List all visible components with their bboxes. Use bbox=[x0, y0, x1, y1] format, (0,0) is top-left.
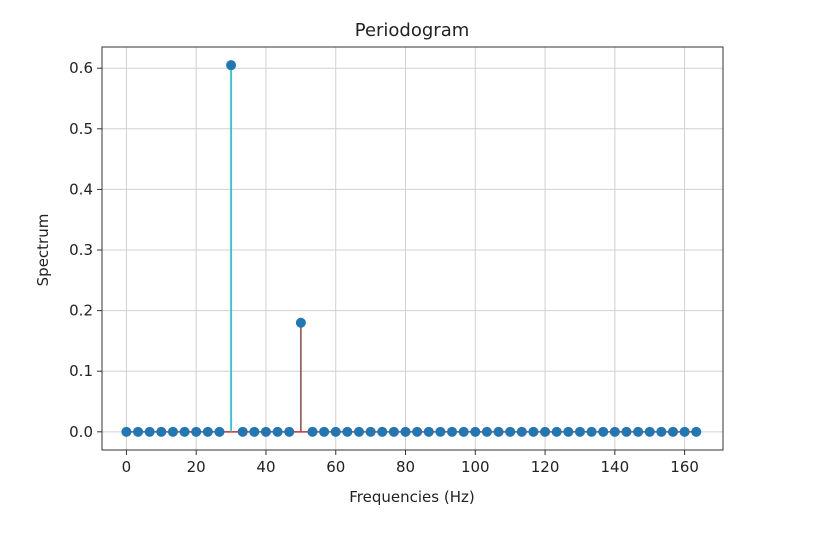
stem-marker bbox=[156, 426, 167, 437]
stem-marker bbox=[237, 426, 248, 437]
x-tick-label: 40 bbox=[256, 458, 275, 476]
x-tick-label: 60 bbox=[326, 458, 345, 476]
stem-marker bbox=[365, 426, 376, 437]
y-tick-label: 0.1 bbox=[69, 362, 93, 380]
stem-marker bbox=[354, 426, 365, 437]
stem-marker bbox=[319, 426, 330, 437]
stem-marker bbox=[226, 60, 237, 71]
stems-layer bbox=[230, 65, 302, 432]
stem-marker bbox=[144, 426, 155, 437]
grid-lines bbox=[102, 47, 723, 450]
stem-marker bbox=[528, 426, 539, 437]
x-tick-label: 80 bbox=[396, 458, 415, 476]
stem-marker bbox=[412, 426, 423, 437]
y-tick-label: 0.5 bbox=[69, 120, 93, 138]
stem-marker bbox=[644, 426, 655, 437]
stem-marker bbox=[609, 426, 620, 437]
stem-marker bbox=[167, 426, 178, 437]
axis-ticks: 0 20 40 60 80 100 120 140 160 0.0 0.1 0.2 0.3 0.4 0.5 0… bbox=[69, 59, 699, 476]
stem-marker bbox=[400, 426, 411, 437]
stem-marker bbox=[586, 426, 597, 437]
y-tick-label: 0.2 bbox=[69, 302, 93, 320]
x-tick-label: 100 bbox=[461, 458, 490, 476]
stem-marker bbox=[307, 426, 318, 437]
chart-title: Periodogram bbox=[355, 20, 470, 41]
stem-marker bbox=[621, 426, 632, 437]
stem-marker bbox=[458, 426, 469, 437]
x-tick-label: 120 bbox=[531, 458, 560, 476]
stem-marker bbox=[330, 426, 341, 437]
stem-marker bbox=[214, 426, 225, 437]
stem-marker bbox=[493, 426, 504, 437]
markers-layer bbox=[121, 60, 702, 437]
y-axis-label: Spectrum bbox=[34, 214, 52, 287]
stem-marker bbox=[679, 426, 690, 437]
stem-marker bbox=[272, 426, 283, 437]
stem-marker bbox=[284, 426, 295, 437]
x-tick-label: 0 bbox=[122, 458, 132, 476]
x-tick-label: 140 bbox=[601, 458, 630, 476]
stem-marker bbox=[633, 426, 644, 437]
x-tick-label: 160 bbox=[670, 458, 699, 476]
stem-marker bbox=[691, 426, 702, 437]
stem-marker bbox=[563, 426, 574, 437]
y-tick-label: 0.4 bbox=[69, 180, 93, 198]
stem-marker bbox=[423, 426, 434, 437]
x-tick-label: 20 bbox=[187, 458, 206, 476]
x-axis-label: Frequencies (Hz) bbox=[349, 488, 474, 506]
stem-marker bbox=[121, 426, 132, 437]
stem-marker bbox=[540, 426, 551, 437]
stem-marker bbox=[505, 426, 516, 437]
plot-area-frame bbox=[101, 46, 724, 451]
stem-marker bbox=[516, 426, 527, 437]
stem-marker bbox=[574, 426, 585, 437]
y-tick-label: 0.3 bbox=[69, 241, 93, 259]
stem-marker bbox=[598, 426, 609, 437]
stem-marker bbox=[295, 317, 306, 328]
y-tick-label: 0.0 bbox=[69, 423, 93, 441]
stem-marker bbox=[179, 426, 190, 437]
stem-marker bbox=[191, 426, 202, 437]
stem-marker bbox=[435, 426, 446, 437]
stem-marker bbox=[202, 426, 213, 437]
stem-marker bbox=[377, 426, 388, 437]
stem-marker bbox=[388, 426, 399, 437]
stem-marker bbox=[260, 426, 271, 437]
stem-marker bbox=[667, 426, 678, 437]
stem-marker bbox=[249, 426, 260, 437]
stem-marker bbox=[133, 426, 144, 437]
stem-marker bbox=[447, 426, 458, 437]
stem-marker bbox=[481, 426, 492, 437]
stem-marker bbox=[470, 426, 481, 437]
stem-marker bbox=[342, 426, 353, 437]
stem-marker bbox=[551, 426, 562, 437]
stem-marker bbox=[656, 426, 667, 437]
y-tick-label: 0.6 bbox=[69, 59, 93, 77]
